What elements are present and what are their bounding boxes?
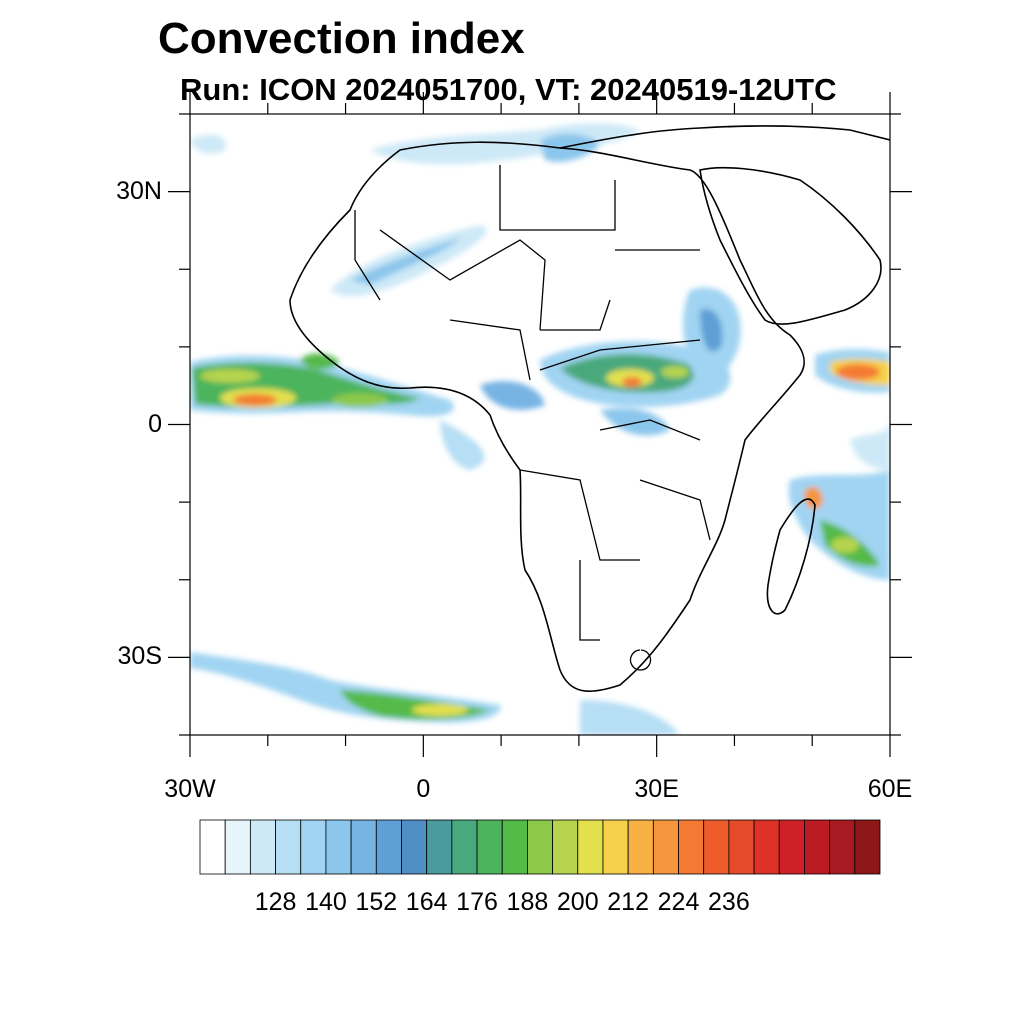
chart-title: Convection index [158, 14, 525, 63]
colorbar-label: 224 [657, 888, 700, 916]
colorbar-label: 176 [456, 888, 498, 916]
colorbar-swatch [602, 819, 629, 875]
colorbar-swatch [703, 819, 730, 875]
colorbar-label: 200 [556, 888, 599, 916]
lon-tick-label: 30E [634, 775, 679, 803]
colorbar-label: 164 [405, 888, 448, 916]
colorbar-swatch [854, 819, 881, 875]
colorbar [199, 819, 881, 875]
lon-tick-label: 60E [867, 775, 913, 803]
sahel-cells [330, 225, 487, 297]
arabian-sea-cells [815, 348, 890, 393]
colorbar-label: 188 [506, 888, 549, 916]
lon-tick-label: 30W [164, 775, 216, 803]
colorbar-swatch [627, 819, 654, 875]
colorbar-swatch [375, 819, 402, 875]
lon-tick-label: 0 [416, 775, 431, 803]
map-frame [189, 113, 891, 736]
colorbar-swatch [778, 819, 805, 875]
colorbar-swatch [577, 819, 604, 875]
colorbar-swatch [501, 819, 528, 875]
colorbar-swatch [451, 819, 478, 875]
colorbar-label: 152 [355, 888, 398, 916]
colorbar-swatch [350, 819, 377, 875]
country-borders [354, 165, 711, 671]
colorbar-swatch [199, 819, 226, 875]
colorbar-swatch [325, 819, 352, 875]
colorbar-swatch [753, 819, 780, 875]
colorbar-swatch [527, 819, 553, 875]
colorbar-swatch [829, 819, 856, 875]
colorbar-swatch [249, 819, 276, 875]
colorbar-swatch [678, 819, 705, 875]
colorbar-swatch [401, 819, 428, 875]
colorbar-swatch [224, 819, 251, 875]
axis-ticks [168, 92, 912, 757]
colorbar-swatch [476, 819, 503, 875]
southern-front-cells [190, 652, 680, 735]
madagascar-cells [788, 420, 890, 580]
colorbar-swatch [728, 819, 755, 875]
coastlines [289, 125, 890, 692]
colorbar-swatch [426, 819, 453, 875]
convection-field [190, 123, 890, 735]
colorbar-swatch [300, 819, 327, 875]
colorbar-label: 140 [305, 888, 347, 916]
north-africa-cells [190, 123, 640, 165]
colorbar-swatch [275, 819, 302, 875]
itcz-west-africa-cells [190, 353, 485, 470]
ethiopia-cells [683, 287, 741, 379]
colorbar-label: 212 [607, 888, 649, 916]
colorbar-label: 236 [708, 888, 750, 916]
colorbar-swatch [804, 819, 831, 875]
lat-tick-label: 30S [117, 642, 162, 671]
colorbar-swatch [652, 819, 679, 875]
lat-tick-label: 0 [148, 409, 162, 438]
colorbar-label: 128 [254, 888, 297, 916]
lat-tick-label: 30N [116, 176, 162, 205]
central-africa-cells [480, 341, 731, 436]
chart-subtitle: Run: ICON 2024051700, VT: 20240519-12UTC [180, 72, 837, 107]
colorbar-swatch [552, 819, 579, 875]
